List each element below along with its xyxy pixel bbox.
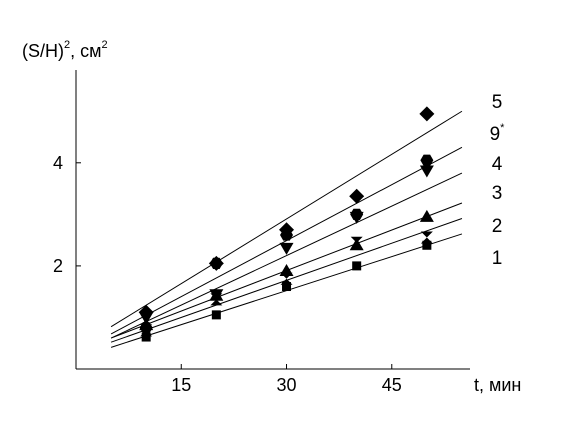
series-label-3: 3 bbox=[492, 183, 503, 204]
fit-line-series-4 bbox=[110, 172, 463, 339]
series-label-text-1: 1 bbox=[492, 248, 503, 269]
data-point-series-4-4 bbox=[419, 165, 434, 178]
svg-text:(S/H)2, см2: (S/H)2, см2 bbox=[22, 39, 108, 61]
x-axis-title: t, мин bbox=[474, 375, 521, 395]
data-point-series-4-1 bbox=[209, 289, 224, 302]
series-label-text-2: 2 bbox=[492, 216, 503, 237]
data-point-series-5-4 bbox=[419, 106, 435, 122]
series-label-9: 9* bbox=[490, 122, 506, 145]
data-point-series-4-2 bbox=[279, 242, 294, 255]
y-tick-label-4: 4 bbox=[53, 153, 63, 173]
series-label-5: 5 bbox=[492, 92, 503, 113]
y-axis-title-unit-sup: 2 bbox=[102, 39, 108, 51]
data-point-series-9-0 bbox=[139, 322, 153, 334]
data-point-series-2-4 bbox=[420, 231, 433, 244]
data-point-series-5-2 bbox=[279, 222, 295, 238]
series-label-4: 4 bbox=[492, 154, 503, 175]
data-point-series-9-3 bbox=[350, 208, 364, 220]
y-axis-title-sup: 2 bbox=[64, 39, 70, 51]
series-label-text-9: 9 bbox=[490, 124, 501, 145]
points-layer bbox=[138, 106, 435, 342]
y-axis-title: (S/H)2, см2 bbox=[22, 39, 108, 61]
series-label-text-5: 5 bbox=[492, 92, 503, 113]
ticks-layer: 15 30 45 2 4 bbox=[53, 153, 402, 395]
y-axis-title-sep: , см bbox=[70, 41, 101, 61]
data-point-series-1-3 bbox=[352, 261, 362, 271]
series-label-text-4: 4 bbox=[492, 154, 503, 175]
series-label-sup-9: * bbox=[500, 122, 505, 134]
x-tick-label-30: 30 bbox=[277, 375, 297, 395]
data-point-series-3-3 bbox=[349, 238, 364, 251]
fit-line-series-5 bbox=[110, 110, 463, 328]
series-label-2: 2 bbox=[492, 216, 503, 237]
fit-line-series-9 bbox=[110, 146, 463, 335]
data-point-series-9-4 bbox=[420, 154, 434, 166]
data-point-series-5-0 bbox=[138, 304, 154, 320]
x-tick-label-15: 15 bbox=[171, 375, 191, 395]
y-tick-label-2: 2 bbox=[53, 256, 63, 276]
data-point-series-5-1 bbox=[208, 255, 224, 271]
data-point-series-1-1 bbox=[211, 310, 221, 320]
series-label-text-3: 3 bbox=[492, 183, 503, 204]
data-point-series-3-4 bbox=[419, 209, 434, 222]
data-point-series-3-2 bbox=[279, 264, 294, 277]
data-point-series-5-3 bbox=[349, 188, 365, 204]
series-labels-layer: 1 2 3 4 9* 5 bbox=[490, 92, 506, 269]
y-axis-title-main: (S/H) bbox=[22, 41, 64, 61]
x-tick-label-45: 45 bbox=[382, 375, 402, 395]
series-label-1: 1 bbox=[492, 248, 503, 269]
